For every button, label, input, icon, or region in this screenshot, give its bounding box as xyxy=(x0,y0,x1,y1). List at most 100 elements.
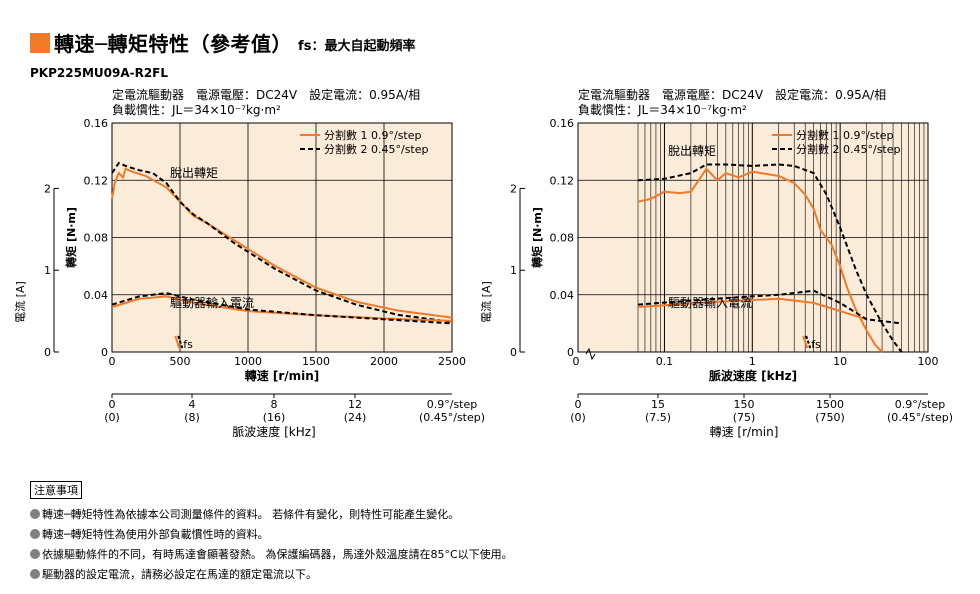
secondary-tick-label: (750) xyxy=(815,411,845,424)
x-tick-label: 0 xyxy=(109,355,116,368)
note-item: 驅動器的設定電流，請務必設定在馬達的額定電流以下。 xyxy=(30,566,513,582)
x-tick-label: 1 xyxy=(749,355,756,368)
secondary-tick-label: 150 xyxy=(734,398,755,411)
legend-item: 分割數 2 0.45°/step xyxy=(324,142,429,156)
y-tick-label: 0.16 xyxy=(550,117,575,130)
x-tick-label: 0 xyxy=(573,355,580,368)
note-text: 依據驅動條件的不同，有時馬達會顯著發熱。 為保護編碼器，馬達外殼溫度請在85°C… xyxy=(42,548,513,561)
x-tick-label: 100 xyxy=(918,355,939,368)
fs-marker xyxy=(177,335,184,349)
secondary-tick-label: 4 xyxy=(189,398,196,411)
secondary-tick-label: 15 xyxy=(651,398,665,411)
secondary-tick-label: (0) xyxy=(104,411,120,424)
current-series-line xyxy=(111,292,453,325)
x-tick-label: 1500 xyxy=(302,355,330,368)
torque-axis-label: 轉矩 [N·m] xyxy=(530,207,544,268)
note-item: 依據驅動條件的不同，有時馬達會顯著發熱。 為保護編碼器，馬達外殼溫度請在85°C… xyxy=(30,546,513,562)
secondary-tick-label: 8 xyxy=(271,398,278,411)
y-tick-label: 0.12 xyxy=(84,174,109,187)
torque-series-line xyxy=(111,167,453,319)
bullet-icon xyxy=(30,549,40,559)
page-subtitle: fs：最大自起動頻率 xyxy=(298,39,416,54)
fs-label: fs xyxy=(183,338,193,351)
fs-marker xyxy=(174,335,181,349)
secondary-axis-label: 轉速 [r/min] xyxy=(710,425,779,439)
x-tick-label: 500 xyxy=(170,355,191,368)
condition-line-2: 負載慣性：JL＝34×10⁻⁷kg·m² xyxy=(578,102,747,117)
y-tick-label: 0.16 xyxy=(84,117,109,130)
x-tick-label: 10 xyxy=(833,355,847,368)
current-axis-label: 電流 [A] xyxy=(13,281,27,323)
secondary-tick-label: (7.5) xyxy=(645,411,671,424)
annotation-current: 驅動器輸入電流 xyxy=(668,295,752,310)
current-tick-label: 0 xyxy=(510,346,517,359)
notes-title: 注意事項 xyxy=(30,481,82,499)
y-tick-label: 0.08 xyxy=(550,232,575,245)
y-tick-label: 0.12 xyxy=(550,174,575,187)
note-item: 轉速─轉矩特性為依據本公司測量條件的資料。 若條件有變化，則特性可能產生變化。 xyxy=(30,506,513,522)
header-square-icon xyxy=(30,32,50,53)
secondary-axis-label: 脈波速度 [kHz] xyxy=(232,424,315,439)
current-tick-label: 2 xyxy=(44,182,51,195)
annotation-pullout: 脫出轉矩 xyxy=(170,165,218,180)
current-axis-label: 電流 [A] xyxy=(479,281,493,323)
x-tick-label: 1000 xyxy=(234,355,262,368)
note-item: 轉速─轉矩特性為使用外部負載慣性時的資料。 xyxy=(30,526,513,542)
y-tick-label: 0.04 xyxy=(84,289,109,302)
charts: 定電流驅動器 電源電壓：DC24V 設定電流：0.95A/相負載慣性：JL＝34… xyxy=(13,87,953,439)
bullet-icon xyxy=(30,529,40,539)
legend-item: 分割數 2 0.45°/step xyxy=(796,142,901,156)
y-tick-label: 0 xyxy=(101,346,108,359)
secondary-tick-label: (16) xyxy=(263,411,286,424)
torque-series-line xyxy=(637,163,903,353)
bullet-icon xyxy=(30,509,40,519)
secondary-tick-label: 0 xyxy=(109,398,116,411)
legend-item: 分割數 1 0.9°/step xyxy=(796,128,894,142)
secondary-tick-label: (24) xyxy=(344,411,367,424)
legend-item: 分割數 1 0.9°/step xyxy=(324,128,422,142)
x-tick-label: 2000 xyxy=(370,355,398,368)
note-text: 驅動器的設定電流，請務必設定在馬達的額定電流以下。 xyxy=(42,568,317,581)
current-series-line xyxy=(637,297,867,321)
current-tick-label: 1 xyxy=(44,264,51,277)
secondary-tick-label: 12 xyxy=(348,398,362,411)
annotation-current: 驅動器輸入電流 xyxy=(170,295,254,310)
x-axis-label: 脈波速度 [kHz] xyxy=(709,368,797,383)
torque-axis-label: 轉矩 [N·m] xyxy=(64,207,78,268)
x-tick-label: 0.1 xyxy=(656,355,674,368)
annotation-pullout: 脫出轉矩 xyxy=(668,143,716,158)
secondary-tick-label: (0) xyxy=(570,411,586,424)
y-tick-label: 0.08 xyxy=(84,232,109,245)
torque-series-line xyxy=(111,161,453,323)
y-tick-label: 0 xyxy=(567,346,574,359)
secondary-tick-label: 1500 xyxy=(816,398,844,411)
model-number: PKP225MU09A-R2FL xyxy=(30,66,169,80)
condition-line-2: 負載慣性：JL＝34×10⁻⁷kg·m² xyxy=(112,102,281,117)
fs-marker xyxy=(802,335,809,349)
axis-break-mark xyxy=(585,347,596,361)
notes: 注意事項 轉速─轉矩特性為依據本公司測量條件的資料。 若條件有變化，則特性可能產… xyxy=(30,481,513,582)
condition-line-1: 定電流驅動器 電源電壓：DC24V 設定電流：0.95A/相 xyxy=(578,87,886,102)
current-tick-label: 1 xyxy=(510,264,517,277)
fs-label: fs xyxy=(811,338,821,351)
secondary-tick-label: (75) xyxy=(733,411,756,424)
secondary-tick-label: (0.45°/step) xyxy=(887,411,953,424)
current-series-line xyxy=(637,289,902,325)
secondary-tick-label: (8) xyxy=(184,411,200,424)
secondary-tick-label: 0.9°/step xyxy=(895,398,946,411)
page-header: 轉速─轉矩特性（參考值） fs：最大自起動頻率 xyxy=(30,28,415,57)
torque-series-line xyxy=(637,167,883,353)
current-tick-label: 2 xyxy=(510,182,517,195)
note-text: 轉速─轉矩特性為使用外部負載慣性時的資料。 xyxy=(42,528,269,541)
x-tick-label: 2500 xyxy=(438,355,466,368)
fs-marker xyxy=(805,335,812,349)
note-text: 轉速─轉矩特性為依據本公司測量條件的資料。 若條件有變化，則特性可能產生變化。 xyxy=(42,508,460,521)
secondary-tick-label: (0.45°/step) xyxy=(419,411,485,424)
y-tick-label: 0.04 xyxy=(550,289,575,302)
condition-line-1: 定電流驅動器 電源電壓：DC24V 設定電流：0.95A/相 xyxy=(112,87,420,102)
page-title: 轉速─轉矩特性（參考值） xyxy=(54,32,293,56)
secondary-tick-label: 0 xyxy=(575,398,582,411)
x-axis-label: 轉速 [r/min] xyxy=(245,368,320,383)
bullet-icon xyxy=(30,569,40,579)
current-tick-label: 0 xyxy=(44,346,51,359)
